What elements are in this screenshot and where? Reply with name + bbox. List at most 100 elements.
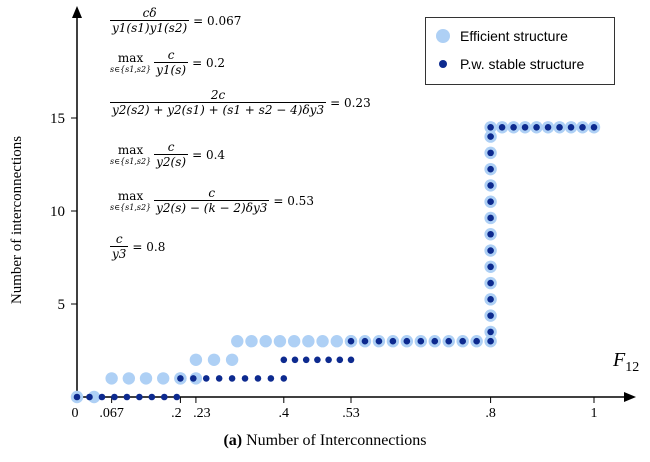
caption-text: Number of Interconnections	[246, 432, 427, 449]
pw-stable-point	[445, 337, 453, 345]
pw-stable-point	[267, 375, 275, 382]
annotation-value: = 0.8	[132, 239, 166, 254]
annotation-threshold-8: c y3 = 0.8	[110, 232, 165, 261]
pw-stable-point	[544, 124, 552, 131]
pw-stable-point	[487, 296, 494, 303]
pw-stable-point	[498, 124, 506, 131]
annotation-value: = 0.2	[192, 55, 226, 70]
pw-stable-point	[417, 337, 425, 345]
x-tick-label: 0	[72, 406, 79, 421]
annotation-threshold-53: max s∈{s1,s2} c y2(s) − (k − 2)δy3 = 0.53	[110, 186, 314, 215]
pw-stable-point	[487, 165, 494, 173]
efficient-point	[259, 335, 272, 348]
efficient-point	[316, 335, 329, 348]
pw-stable-point	[389, 337, 397, 345]
annotation-operator: max	[117, 189, 144, 203]
legend-entry-pw-stable: P.w. stable structure	[436, 56, 584, 72]
annotation-numerator: 2c	[110, 88, 327, 103]
annotation-denominator: y2(s) − (k − 2)δy3	[156, 201, 268, 215]
pw-stable-point	[556, 124, 563, 131]
efficient-point	[87, 390, 101, 404]
figure-caption: (a) Number of Interconnections	[0, 432, 650, 450]
annotation-threshold-067: cδ y1(s1)y1(s2) = 0.067	[110, 6, 241, 35]
annotation-operator: max	[117, 51, 144, 65]
y-axis-arrow	[72, 6, 82, 18]
efficient-point	[105, 372, 118, 385]
pw-stable-point	[336, 356, 344, 364]
efficient-point	[330, 335, 343, 348]
annotation-numerator: c	[154, 140, 189, 155]
efficient-point	[302, 335, 315, 348]
annotation-denominator: y1(s)	[156, 63, 187, 77]
annotation-numerator: cδ	[110, 6, 190, 21]
pw-stable-point	[487, 328, 494, 336]
pw-stable-point	[487, 124, 494, 131]
pw-stable-point	[86, 393, 93, 401]
pw-stable-point	[215, 375, 223, 382]
pw-stable-point	[579, 124, 586, 131]
efficient-point	[157, 372, 170, 385]
pw-stable-point	[302, 356, 310, 364]
annotation-value: = 0.4	[192, 147, 226, 162]
annotation-numerator: c	[154, 186, 270, 201]
efficient-point	[189, 353, 203, 366]
legend-entry-efficient: Efficient structure	[436, 28, 568, 44]
efficient-point	[225, 353, 239, 366]
pw-stable-point	[177, 375, 184, 382]
x-tick-label: .23	[193, 406, 211, 421]
pw-stable-point	[487, 247, 494, 254]
efficient-point	[245, 335, 258, 348]
annotation-denominator: y3	[112, 247, 127, 261]
pw-stable-point	[487, 263, 494, 271]
pw-stable-point	[487, 337, 494, 345]
efficient-point	[231, 335, 244, 348]
efficient-point	[139, 372, 153, 385]
x-tick-label: .8	[485, 406, 496, 421]
pw-stable-point	[280, 375, 288, 382]
pw-stable-point	[123, 393, 131, 401]
legend-label-pw-stable: P.w. stable structure	[460, 56, 585, 72]
annotation-subscript: s∈{s1,s2}	[110, 157, 152, 166]
pw-stable-point	[487, 214, 494, 222]
annotation-value: = 0.067	[193, 13, 242, 28]
y-tick-label: 15	[50, 111, 65, 127]
pw-stable-point	[487, 182, 494, 189]
annotation-threshold-4: max s∈{s1,s2} c y2(s) = 0.4	[110, 140, 225, 169]
annotation-value: = 0.53	[273, 193, 314, 208]
pw-stable-point	[202, 375, 210, 382]
x-axis-arrow	[624, 392, 636, 402]
annotation-threshold-2: max s∈{s1,s2} c y1(s) = 0.2	[110, 48, 225, 77]
pw-stable-point	[291, 356, 299, 364]
legend-marker-pw-stable	[439, 60, 447, 68]
caption-tag: (a)	[223, 432, 243, 449]
annotation-operator: max	[117, 143, 144, 157]
legend-label-efficient: Efficient structure	[460, 28, 568, 44]
pw-stable-point	[487, 230, 494, 238]
pw-stable-point	[98, 393, 106, 401]
pw-stable-point	[280, 356, 288, 364]
pw-stable-point	[228, 375, 236, 382]
pw-stable-point	[241, 375, 249, 382]
annotation-denominator: y2(s)	[156, 155, 187, 169]
pw-stable-point	[347, 356, 355, 364]
efficient-point	[122, 372, 136, 385]
annotation-subscript: s∈{s1,s2}	[110, 65, 152, 74]
pw-stable-point	[161, 393, 168, 401]
pw-stable-point	[487, 279, 494, 287]
pw-stable-point	[403, 337, 411, 345]
pw-stable-point	[375, 337, 383, 345]
annotation-denominator: y1(s1)y1(s2)	[112, 21, 188, 35]
x-tick-label: .53	[342, 406, 360, 421]
x-tick-label: .067	[99, 406, 124, 421]
efficient-point	[207, 353, 221, 366]
y-tick-label: 5	[58, 297, 66, 313]
x-tick-label: 1	[591, 406, 598, 421]
pw-stable-point	[487, 133, 494, 140]
pw-stable-point	[190, 375, 197, 382]
pw-stable-point	[510, 124, 517, 131]
annotation-value: = 0.23	[330, 95, 371, 110]
legend-marker-efficient	[436, 29, 450, 43]
annotation-numerator: c	[110, 232, 129, 247]
pw-stable-point	[136, 393, 143, 401]
y-tick-label: 10	[50, 204, 65, 220]
